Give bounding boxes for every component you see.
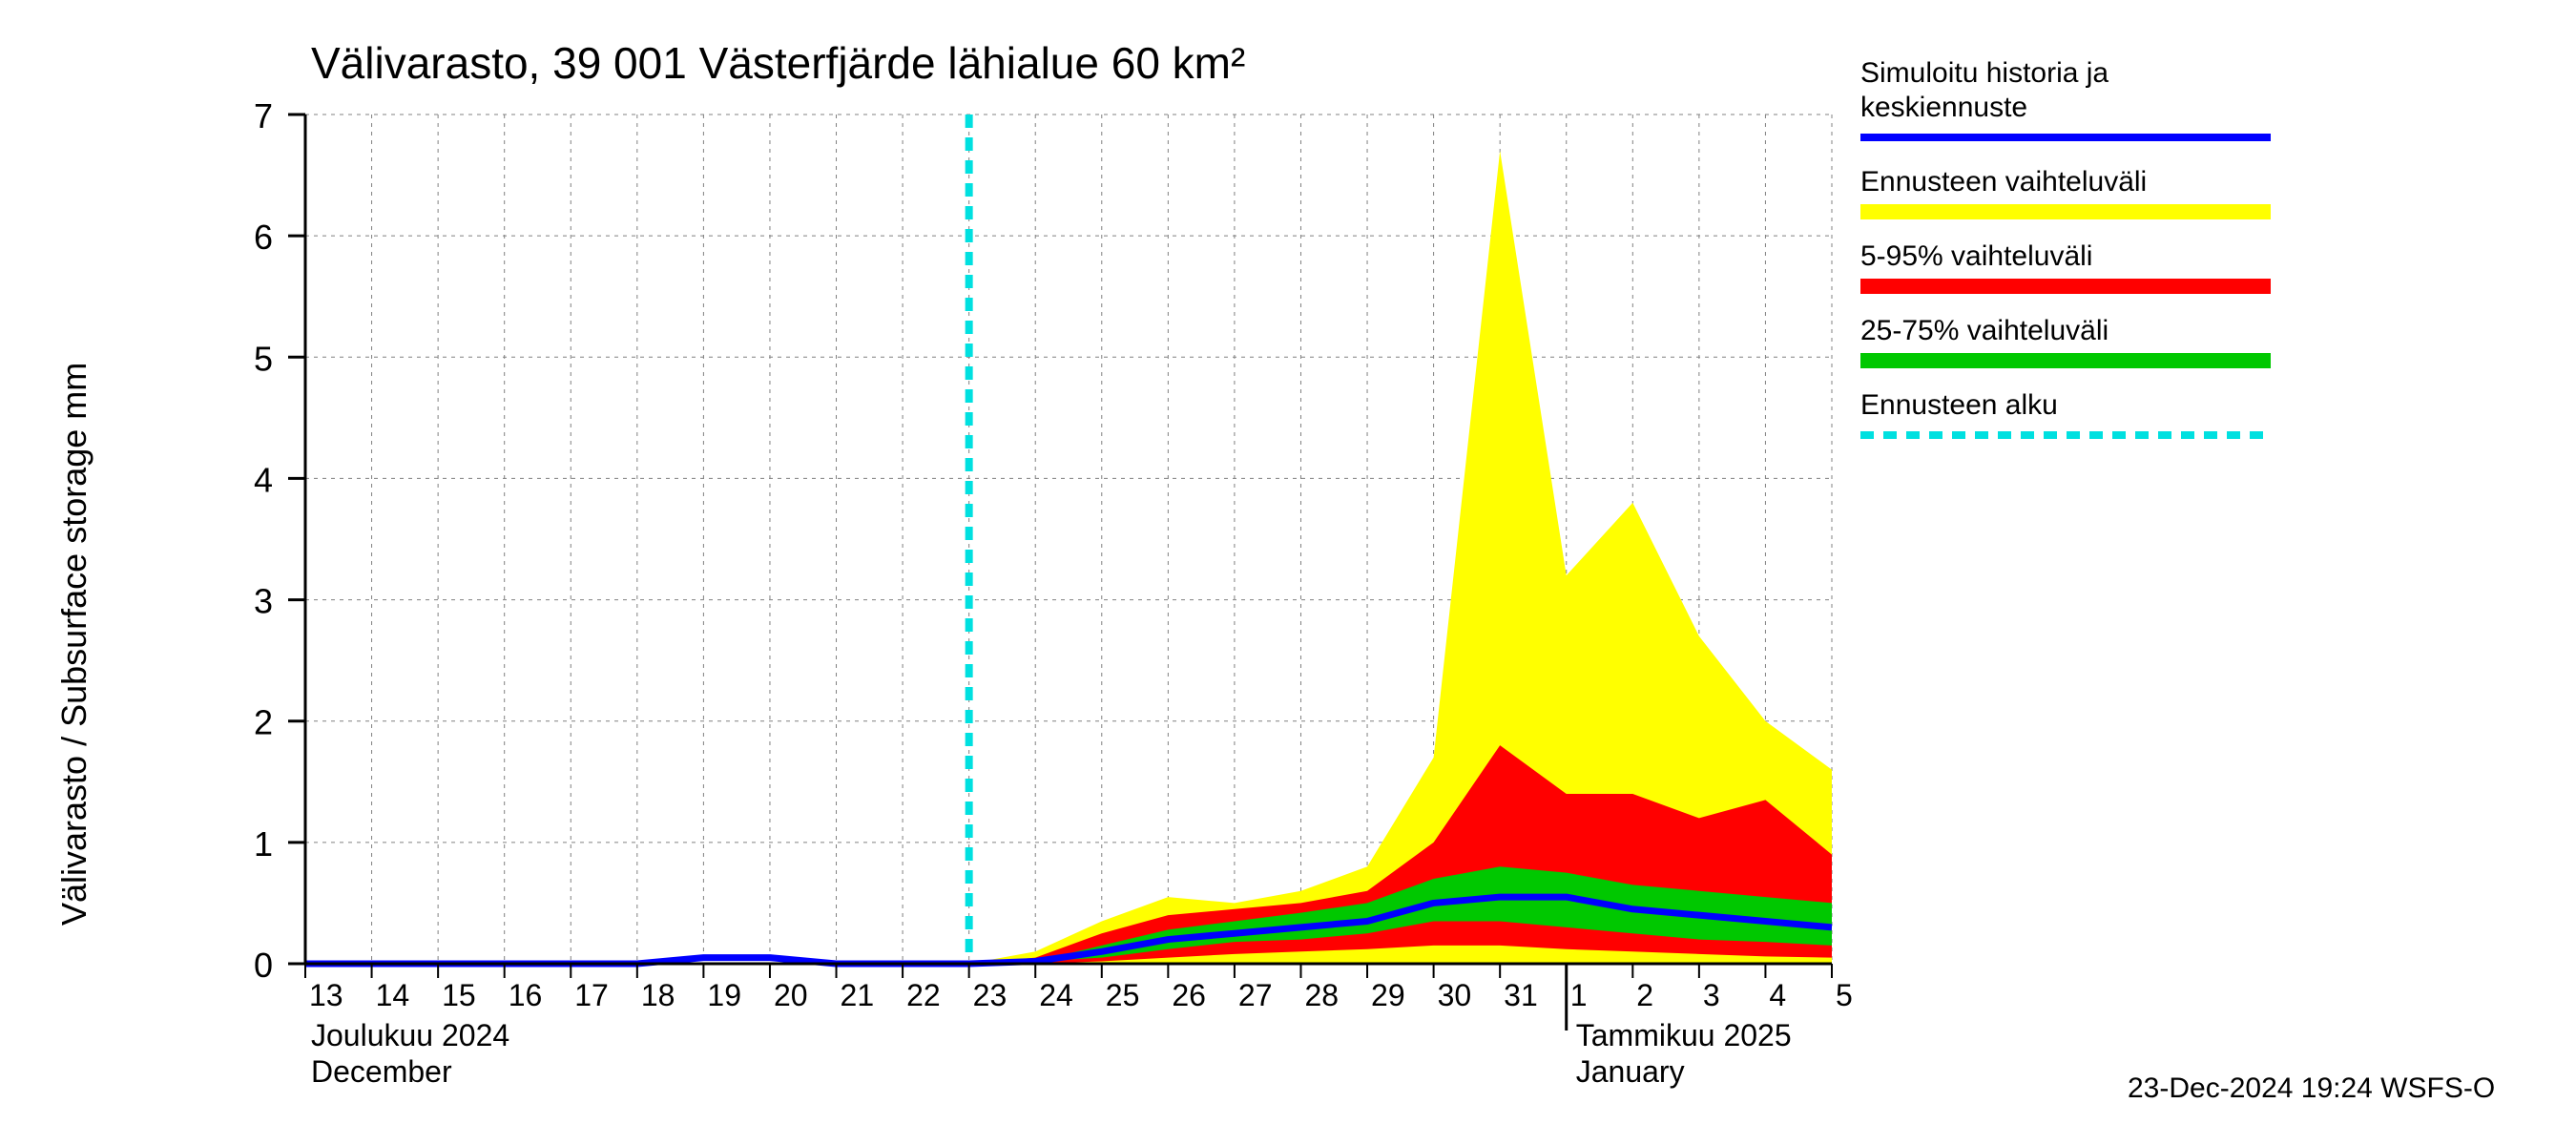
month-left-fi: Joulukuu 2024	[311, 1018, 509, 1052]
legend-label: Ennusteen alku	[1860, 389, 2058, 421]
x-tick-label: 17	[574, 978, 609, 1012]
x-tick-label: 2	[1636, 978, 1653, 1012]
x-tick-label: 13	[309, 978, 343, 1012]
x-tick-label: 27	[1238, 978, 1273, 1012]
x-tick-label: 1	[1570, 978, 1588, 1012]
month-right-en: January	[1576, 1054, 1685, 1089]
x-tick-label: 25	[1106, 978, 1140, 1012]
legend-label: 25-75% vaihteluväli	[1860, 315, 2109, 346]
x-tick-label: 30	[1438, 978, 1472, 1012]
legend-swatch-band	[1860, 279, 2271, 294]
legend-swatch-band	[1860, 204, 2271, 219]
legend-swatch-band	[1860, 353, 2271, 368]
x-tick-label: 16	[509, 978, 543, 1012]
y-tick-label: 4	[254, 460, 273, 499]
x-tick-label: 18	[641, 978, 675, 1012]
y-tick-label: 2	[254, 703, 273, 742]
x-tick-label: 20	[774, 978, 808, 1012]
chart-bg	[0, 0, 2576, 1145]
x-tick-label: 15	[442, 978, 476, 1012]
x-tick-label: 5	[1836, 978, 1853, 1012]
chart-title: Välivarasto, 39 001 Västerfjärde lähialu…	[311, 38, 1245, 88]
y-tick-label: 5	[254, 339, 273, 378]
x-tick-label: 24	[1039, 978, 1073, 1012]
x-tick-label: 21	[841, 978, 875, 1012]
legend-label: keskiennuste	[1860, 92, 2027, 123]
chart-container: 0123456713141516171819202122232425262728…	[0, 0, 2576, 1145]
legend-label: 5-95% vaihteluväli	[1860, 240, 2092, 272]
x-tick-label: 31	[1504, 978, 1538, 1012]
legend-label: Simuloitu historia ja	[1860, 57, 2109, 89]
x-tick-label: 4	[1769, 978, 1786, 1012]
x-tick-label: 14	[376, 978, 410, 1012]
x-tick-label: 23	[973, 978, 1008, 1012]
y-tick-label: 0	[254, 946, 273, 985]
y-tick-label: 1	[254, 824, 273, 864]
chart-svg: 0123456713141516171819202122232425262728…	[0, 0, 2576, 1145]
x-tick-label: 22	[906, 978, 941, 1012]
footer-timestamp: 23-Dec-2024 19:24 WSFS-O	[2128, 1072, 2495, 1104]
y-tick-label: 7	[254, 96, 273, 135]
y-tick-label: 3	[254, 582, 273, 621]
x-tick-label: 28	[1304, 978, 1339, 1012]
x-tick-label: 26	[1172, 978, 1206, 1012]
y-axis-label: Välivarasto / Subsurface storage mm	[54, 363, 93, 926]
x-tick-label: 3	[1703, 978, 1720, 1012]
month-left-en: December	[311, 1054, 452, 1089]
x-tick-label: 29	[1371, 978, 1405, 1012]
y-tick-label: 6	[254, 218, 273, 257]
x-tick-label: 19	[707, 978, 741, 1012]
month-right-fi: Tammikuu 2025	[1576, 1018, 1792, 1052]
legend-label: Ennusteen vaihteluväli	[1860, 166, 2147, 198]
